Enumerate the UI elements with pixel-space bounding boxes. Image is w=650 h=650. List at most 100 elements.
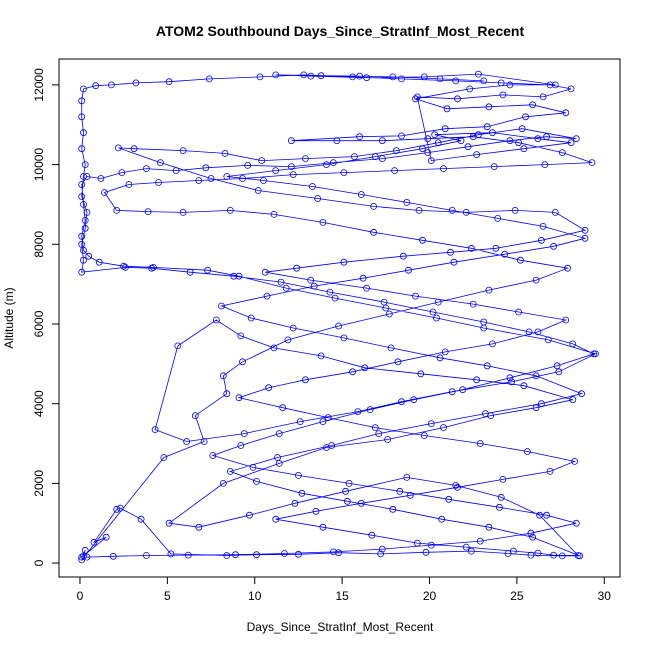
data-point	[424, 149, 432, 157]
data-point	[78, 232, 86, 240]
data-point	[113, 505, 121, 513]
data-point	[148, 264, 156, 272]
data-point	[219, 479, 227, 487]
data-point	[329, 159, 337, 167]
data-point	[378, 137, 386, 145]
data-point	[83, 208, 91, 216]
data-point	[506, 137, 514, 145]
data-point	[440, 424, 447, 432]
data-point	[232, 551, 239, 559]
data-point	[529, 101, 536, 109]
data-point	[81, 161, 89, 169]
data-point	[335, 549, 343, 557]
chart-title: ATOM2 Southbound Days_Since_StratInf_Mos…	[156, 23, 525, 39]
data-point	[534, 328, 542, 336]
data-point	[314, 195, 322, 202]
data-point	[237, 442, 245, 449]
data-point	[452, 481, 460, 489]
data-point	[544, 336, 552, 344]
data-point	[312, 507, 320, 515]
data-point	[467, 547, 475, 555]
data-point	[142, 165, 150, 173]
data-point	[392, 147, 400, 155]
data-point	[296, 418, 304, 426]
data-point	[546, 467, 554, 475]
data-point	[261, 268, 269, 276]
data-point	[467, 244, 475, 252]
x-tick-label: 25	[510, 589, 524, 603]
data-point	[218, 302, 225, 310]
data-point	[78, 268, 86, 276]
data-point	[476, 537, 484, 545]
data-point	[481, 410, 489, 418]
data-point	[434, 139, 442, 147]
data-point	[405, 266, 412, 274]
data-point	[378, 545, 386, 553]
data-point	[370, 228, 378, 236]
y-axis: 0 2000 4000 6000 8000 10000 12000	[32, 68, 60, 566]
data-point	[550, 551, 557, 559]
data-point	[223, 552, 231, 559]
data-point	[532, 404, 540, 412]
data-point	[354, 408, 362, 416]
data-point	[406, 491, 414, 499]
data-point	[508, 378, 516, 386]
data-point	[571, 457, 578, 465]
data-point	[116, 504, 124, 512]
data-point	[263, 292, 271, 300]
data-point	[510, 547, 517, 555]
data-point	[343, 497, 351, 505]
data-point	[310, 282, 318, 290]
data-point	[179, 147, 187, 155]
x-tick-label: 5	[164, 589, 171, 603]
data-point	[195, 523, 203, 531]
data-point	[490, 163, 498, 171]
data-point	[415, 206, 423, 214]
data-point	[501, 250, 509, 258]
data-point	[223, 390, 231, 398]
data-point	[239, 358, 246, 366]
data-point	[572, 135, 580, 143]
data-point	[495, 503, 503, 511]
data-point	[532, 372, 540, 380]
data-point	[398, 132, 405, 140]
data-point	[265, 384, 273, 392]
data-point	[78, 97, 86, 105]
data-point	[462, 208, 470, 216]
data-point	[396, 487, 404, 495]
data-point	[319, 523, 327, 531]
data-point	[83, 173, 91, 180]
data-point	[371, 153, 379, 161]
data-point	[349, 368, 357, 376]
data-point	[350, 153, 358, 161]
data-point	[81, 216, 89, 224]
data-point	[363, 284, 371, 292]
data-point	[466, 85, 474, 93]
data-point	[142, 552, 150, 559]
data-point	[349, 73, 357, 81]
data-point	[357, 499, 365, 507]
data-point	[363, 74, 371, 82]
data-point	[90, 538, 98, 546]
data-point	[258, 157, 266, 165]
data-point	[377, 550, 385, 558]
data-point	[485, 523, 493, 531]
data-series	[78, 70, 599, 564]
data-point	[469, 300, 477, 308]
y-tick-label: 12000	[32, 68, 46, 102]
data-point	[108, 81, 115, 89]
data-point	[97, 175, 105, 182]
data-point	[179, 208, 187, 216]
data-point	[282, 284, 290, 292]
y-tick-label: 2000	[32, 470, 46, 497]
data-point	[300, 71, 308, 79]
data-point	[272, 167, 280, 175]
data-point	[506, 374, 514, 382]
data-point	[356, 133, 364, 141]
data-point	[240, 430, 248, 438]
data-point	[497, 493, 505, 501]
data-point	[551, 208, 559, 216]
data-point	[422, 548, 430, 556]
data-point	[289, 171, 297, 179]
data-point	[85, 252, 93, 260]
